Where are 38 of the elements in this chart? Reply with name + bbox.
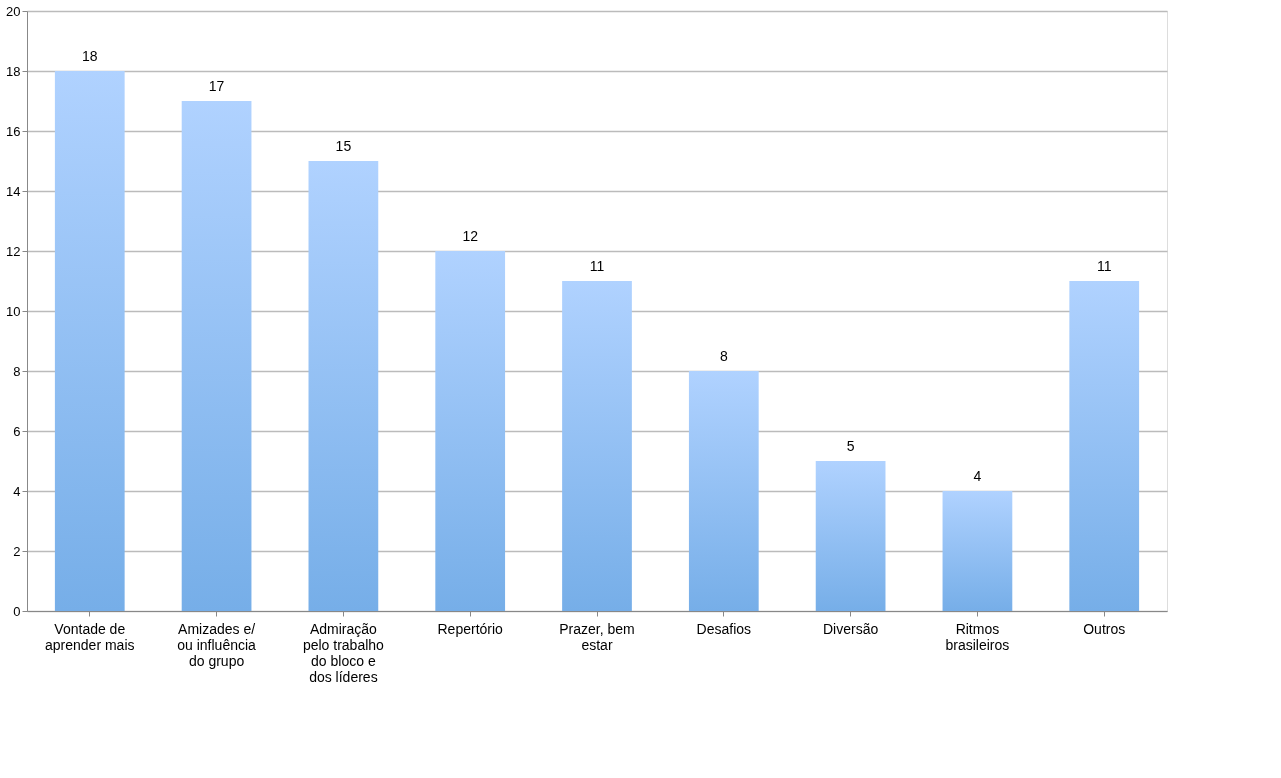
y-tick-label: 12 bbox=[6, 243, 21, 259]
y-tick-label: 8 bbox=[13, 363, 21, 379]
x-tick-label: Diversão bbox=[822, 620, 879, 637]
bar bbox=[562, 281, 632, 611]
y-tick-label: 4 bbox=[13, 483, 21, 499]
x-tick-label: Outros bbox=[1083, 620, 1126, 637]
x-tick-label: Prazer, bem estar bbox=[559, 620, 635, 653]
y-tick-label: 6 bbox=[13, 423, 21, 439]
bar bbox=[815, 461, 886, 611]
bar bbox=[435, 251, 506, 611]
data-label: 15 bbox=[335, 138, 352, 154]
data-label: 12 bbox=[462, 228, 479, 244]
y-tick-label: 16 bbox=[6, 123, 21, 139]
data-label: 11 bbox=[1096, 258, 1112, 274]
bar bbox=[308, 161, 379, 611]
data-label: 17 bbox=[208, 78, 225, 94]
y-tick-label: 20 bbox=[6, 3, 21, 19]
x-tick-label: Desafios bbox=[696, 620, 752, 637]
data-label: 5 bbox=[846, 438, 855, 454]
bar bbox=[942, 491, 1013, 611]
y-tick-label: 18 bbox=[6, 63, 21, 79]
y-tick-label: 2 bbox=[13, 543, 21, 559]
data-label: 11 bbox=[589, 258, 605, 274]
x-tick-label: Ritmos brasileiros bbox=[945, 620, 1010, 653]
x-tick-label: Amizades e/ ou influência do grupo bbox=[177, 620, 257, 669]
bar bbox=[54, 71, 125, 611]
data-label: 8 bbox=[719, 348, 728, 364]
bar bbox=[181, 101, 252, 611]
data-label: 18 bbox=[81, 48, 98, 64]
bar bbox=[1069, 281, 1140, 611]
y-tick-label: 10 bbox=[6, 303, 21, 319]
bar bbox=[688, 371, 759, 611]
x-tick-label: Repertório bbox=[437, 620, 504, 637]
x-tick-label: Vontade de aprender mais bbox=[45, 620, 135, 653]
y-tick-label: 14 bbox=[6, 183, 21, 199]
data-label: 4 bbox=[973, 468, 982, 484]
x-tick-label: Admiração pelo trabalho do bloco e dos líderes bbox=[302, 620, 385, 685]
y-tick-label: 0 bbox=[13, 603, 21, 619]
